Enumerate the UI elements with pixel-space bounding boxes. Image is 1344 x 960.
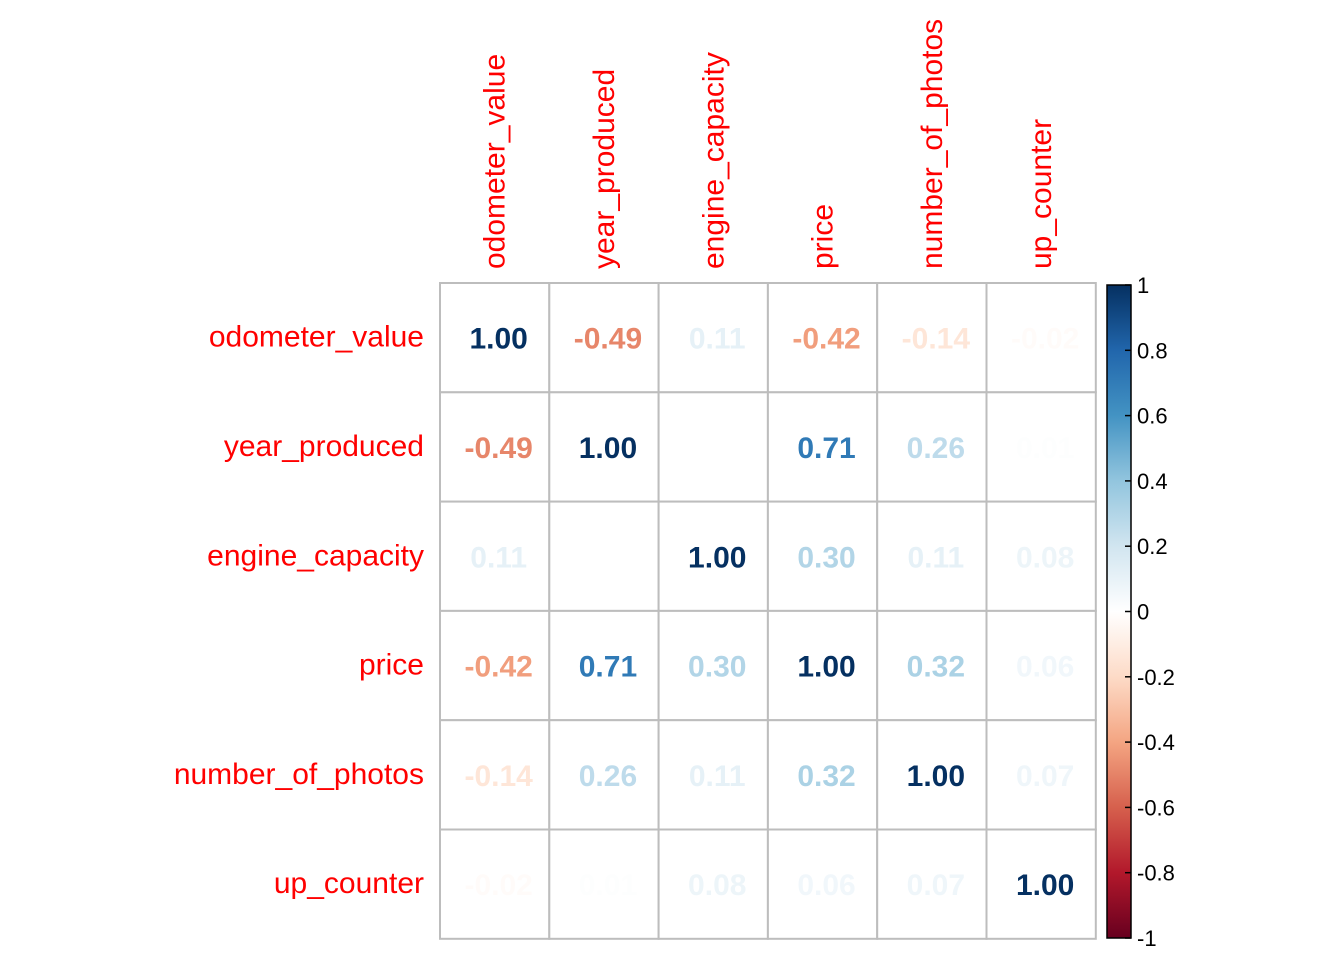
cell-value: -0.42 bbox=[792, 323, 860, 356]
column-label: odometer_value bbox=[479, 54, 512, 269]
row-label: engine_capacity bbox=[207, 539, 424, 572]
cell-up_counter-number_of_photos bbox=[876, 828, 988, 940]
cell-engine_capacity-number_of_photos bbox=[876, 500, 988, 612]
column-label: engine_capacity bbox=[697, 52, 730, 269]
cell-value: 1.00 bbox=[579, 432, 637, 465]
column-label: year_produced bbox=[588, 69, 621, 269]
cell-price-year_produced bbox=[548, 609, 660, 722]
cell-price-odometer_value bbox=[439, 609, 551, 722]
row-label: year_produced bbox=[224, 430, 424, 463]
cell-engine_capacity-up_counter bbox=[985, 500, 1097, 612]
cell-value: -0.14 bbox=[902, 323, 971, 356]
cell-number_of_photos-engine_capacity bbox=[657, 719, 769, 831]
colorbar-tick-label: -0.8 bbox=[1137, 861, 1175, 886]
cell-value: 0.01 bbox=[1016, 432, 1074, 465]
cell-value: 0.26 bbox=[579, 760, 637, 793]
row-label: up_counter bbox=[274, 867, 424, 900]
cell-price-price bbox=[766, 609, 879, 722]
colorbar-tick-label: -0.4 bbox=[1137, 730, 1175, 755]
cell-value: 0.06 bbox=[1016, 651, 1074, 684]
colorbar-tick-label: 0.2 bbox=[1137, 534, 1168, 559]
cell-value: -0.14 bbox=[464, 760, 533, 793]
cell-layer bbox=[439, 282, 1097, 940]
value-layer: 1.00 -0.49 0.11 -0.42 -0.14 -0.02 -0.49 1.00 0.0… bbox=[464, 323, 1079, 903]
cell-value: 0.11 bbox=[689, 760, 746, 793]
cell-value: 0.30 bbox=[797, 541, 855, 574]
cell-value: 1.00 bbox=[1016, 869, 1074, 902]
column-label: number_of_photos bbox=[916, 19, 949, 269]
cell-value: 0.01 bbox=[579, 869, 637, 902]
colorbar-tick-label: 0.8 bbox=[1137, 338, 1168, 363]
cell-up_counter-price bbox=[766, 828, 879, 940]
cell-value: -0.42 bbox=[464, 651, 532, 684]
cell-value: -0.02 bbox=[464, 869, 532, 902]
colorbar-tick-label: 0.4 bbox=[1137, 469, 1168, 494]
row-label: odometer_value bbox=[209, 321, 424, 354]
cell-value: 0.07 bbox=[907, 869, 965, 902]
colorbar-tick-label: 1 bbox=[1137, 273, 1149, 298]
cell-value: 0.11 bbox=[689, 323, 746, 356]
cell-up_counter-odometer_value bbox=[439, 828, 551, 940]
cell-number_of_photos-price bbox=[766, 719, 879, 831]
cell-value: -0.49 bbox=[574, 323, 642, 356]
cell-value: 0.11 bbox=[470, 541, 527, 574]
cell-value: 0.30 bbox=[688, 651, 746, 684]
cell-value: 1.00 bbox=[907, 760, 965, 793]
cell-odometer_value-up_counter bbox=[985, 282, 1097, 394]
cell-value: 0.08 bbox=[1016, 541, 1074, 574]
cell-value: 1.00 bbox=[797, 651, 855, 684]
cell-year_produced-up_counter bbox=[985, 391, 1097, 503]
cell-year_produced-price bbox=[766, 391, 879, 503]
cell-up_counter-up_counter bbox=[985, 828, 1097, 940]
cell-engine_capacity-year_produced bbox=[548, 500, 660, 612]
cell-value: 0.08 bbox=[688, 869, 746, 902]
cell-value: 1.00 bbox=[688, 541, 746, 574]
cell-odometer_value-odometer_value bbox=[439, 282, 551, 394]
cell-value: 0.00 bbox=[579, 541, 637, 574]
colorbar: 1 0.8 0.6 0.4 0.2 0 -0.2 -0.4 -0.6 -0.8 -1 bbox=[1106, 273, 1175, 951]
cell-value: 1.00 bbox=[469, 323, 527, 356]
cell-odometer_value-year_produced bbox=[548, 282, 660, 394]
column-label: price bbox=[807, 204, 840, 269]
colorbar-tick-label: -0.2 bbox=[1137, 665, 1175, 690]
cell-number_of_photos-odometer_value bbox=[439, 719, 551, 831]
row-label: price bbox=[359, 649, 424, 682]
cell-price-up_counter bbox=[985, 609, 1097, 722]
column-label: up_counter bbox=[1025, 119, 1058, 269]
colorbar-tick-label: 0.6 bbox=[1137, 404, 1168, 429]
cell-value: 0.07 bbox=[1016, 760, 1074, 793]
cell-value: -0.02 bbox=[1011, 323, 1079, 356]
cell-value: 0.00 bbox=[688, 432, 746, 465]
colorbar-tick-label: 0 bbox=[1137, 600, 1149, 625]
cell-value: 0.32 bbox=[797, 760, 855, 793]
colorbar-tick-label: -0.6 bbox=[1137, 795, 1175, 820]
cell-engine_capacity-price bbox=[766, 500, 879, 612]
cell-value: 0.11 bbox=[907, 541, 964, 574]
cell-number_of_photos-up_counter bbox=[985, 719, 1097, 831]
cell-value: 0.26 bbox=[907, 432, 965, 465]
cell-value: 0.71 bbox=[797, 432, 855, 465]
cell-year_produced-year_produced bbox=[548, 391, 660, 503]
column-label-layer: odometer_value year_produced engine_capaci… bbox=[479, 19, 1059, 269]
cell-price-engine_capacity bbox=[657, 609, 769, 722]
cell-number_of_photos-number_of_photos bbox=[876, 719, 988, 831]
cell-value: 0.32 bbox=[907, 651, 965, 684]
colorbar-tick-label: -1 bbox=[1137, 926, 1157, 951]
cell-price-number_of_photos bbox=[876, 609, 988, 722]
row-label: number_of_photos bbox=[174, 758, 424, 791]
cell-odometer_value-engine_capacity bbox=[657, 282, 769, 394]
row-label-layer: odometer_value year_produced engine_capaci… bbox=[174, 321, 424, 901]
cell-value: -0.49 bbox=[464, 432, 532, 465]
cell-value: 0.06 bbox=[797, 869, 855, 902]
cell-value: 0.71 bbox=[579, 651, 637, 684]
